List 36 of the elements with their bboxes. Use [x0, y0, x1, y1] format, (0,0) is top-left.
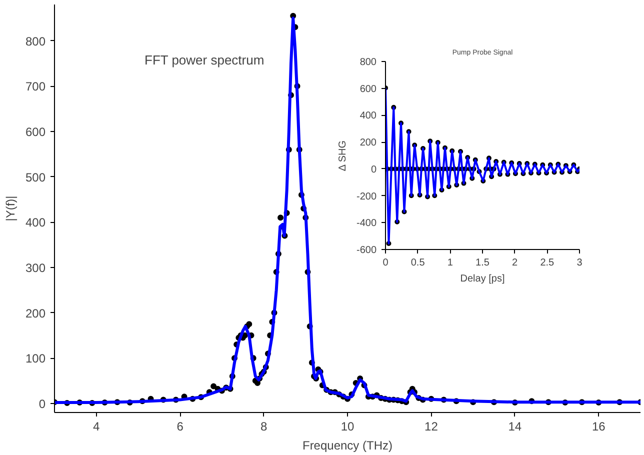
- x-tick-label: 3: [576, 258, 583, 268]
- y-tick-label: 400: [25, 216, 46, 230]
- y-tick-label: -600: [356, 245, 377, 256]
- y-tick-label: -400: [356, 218, 377, 230]
- x-tick-label: 4: [93, 420, 100, 434]
- x-tick-label: 14: [508, 420, 522, 434]
- x-tick-label: 1.5: [476, 258, 490, 268]
- x-tick-label: 6: [176, 420, 184, 434]
- x-tick-label: 2: [512, 258, 518, 268]
- y-tick-label: 0: [38, 396, 46, 411]
- y-tick-label: 100: [25, 352, 46, 366]
- y-tick-label: 800: [360, 57, 377, 68]
- y-tick-label: 500: [25, 170, 46, 184]
- x-tick-label: 0: [382, 258, 389, 268]
- annotation: FFT power spectrum: [144, 52, 264, 68]
- y-tick-label: -200: [356, 191, 377, 202]
- y-tick-label: 300: [25, 260, 46, 275]
- y-tick-label: 600: [25, 124, 46, 139]
- y-tick-label: 700: [25, 80, 46, 94]
- y-tick-label: 800: [25, 34, 46, 48]
- x-axis-title: Delay [ps]: [460, 274, 505, 284]
- y-tick-label: 200: [25, 306, 46, 320]
- x-tick-label: 1: [447, 258, 454, 268]
- x-tick-label: 0.5: [410, 258, 426, 268]
- x-tick-label: 8: [260, 420, 268, 434]
- y-tick-label: 200: [360, 138, 377, 149]
- y-tick-label: 600: [360, 84, 377, 95]
- x-tick-label: 10: [340, 420, 354, 434]
- y-axis-title: Δ SHG: [337, 140, 348, 172]
- x-tick-label: 16: [592, 420, 606, 434]
- x-tick-label: 12: [424, 420, 438, 434]
- y-tick-label: 0: [370, 164, 377, 176]
- x-axis-title: Frequency (THz): [302, 438, 393, 452]
- y-tick-label: 400: [360, 110, 377, 122]
- x-tick-label: 2.5: [540, 258, 555, 268]
- y-axis-title: |Y(f)|: [3, 196, 18, 222]
